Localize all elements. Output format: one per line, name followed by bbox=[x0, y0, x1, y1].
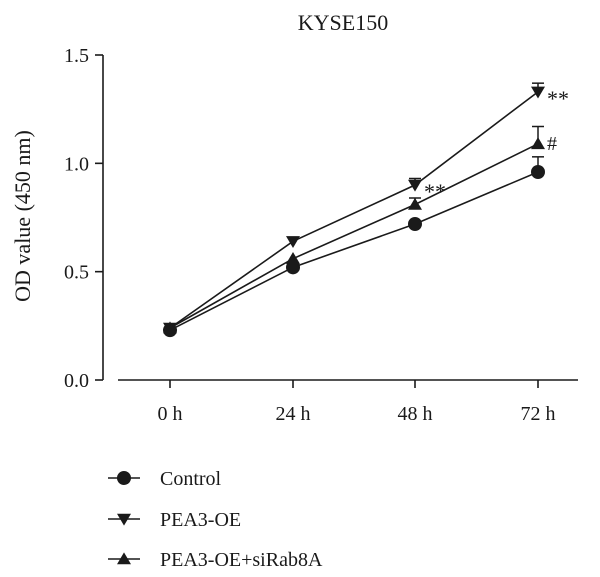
significance-mark: ** bbox=[424, 179, 446, 204]
legend-marker bbox=[117, 513, 131, 526]
legend-marker bbox=[117, 552, 131, 565]
y-tick-label: 0.0 bbox=[64, 370, 89, 392]
significance-mark: # bbox=[547, 133, 557, 155]
significance-annotations: ** ** # bbox=[424, 86, 569, 204]
y-tick-label: 1.5 bbox=[64, 45, 89, 67]
data-markers bbox=[163, 86, 545, 338]
axes: 0.0 0.5 1.0 1.5 0 h 24 h 48 h 72 h bbox=[64, 45, 578, 425]
series-line-pea3-oe-sirab8a bbox=[169, 143, 539, 329]
data-point-pea3-oe bbox=[286, 236, 300, 248]
legend-label: PEA3-OE+siRab8A bbox=[160, 549, 323, 571]
y-tick-label: 1.0 bbox=[64, 153, 89, 175]
x-tick-label: 0 h bbox=[158, 403, 183, 425]
data-point-pea3-oe-sirab8a bbox=[408, 197, 422, 210]
data-point-control bbox=[408, 217, 422, 231]
data-point-pea3-oe bbox=[531, 86, 545, 99]
legend-item: PEA3-OE+siRab8A bbox=[108, 549, 323, 571]
series-line-control bbox=[169, 171, 539, 331]
x-tick-label: 72 h bbox=[521, 403, 556, 425]
legend-item: PEA3-OE bbox=[108, 509, 241, 531]
x-tick-label: 24 h bbox=[276, 403, 311, 425]
data-point-pea3-oe-sirab8a bbox=[531, 137, 545, 150]
x-tick-label: 48 h bbox=[398, 403, 433, 425]
legend-item: Control bbox=[108, 468, 222, 490]
data-point-control bbox=[531, 165, 545, 179]
data-point-pea3-oe bbox=[408, 179, 422, 192]
y-axis-label: OD value (450 nm) bbox=[10, 130, 35, 302]
data-point-pea3-oe-sirab8a bbox=[163, 321, 177, 334]
significance-mark: ** bbox=[547, 86, 569, 111]
legend-label: Control bbox=[160, 468, 222, 490]
legend-label: PEA3-OE bbox=[160, 509, 241, 531]
series-line-pea3-oe bbox=[169, 91, 539, 329]
legend: Control PEA3-OE PEA3-OE+siRab8A bbox=[108, 468, 323, 571]
y-tick-label: 0.5 bbox=[64, 262, 89, 284]
legend-marker bbox=[117, 471, 131, 485]
data-point-pea3-oe-sirab8a bbox=[286, 252, 300, 264]
series-lines bbox=[169, 91, 539, 331]
chart-title: KYSE150 bbox=[298, 10, 388, 35]
